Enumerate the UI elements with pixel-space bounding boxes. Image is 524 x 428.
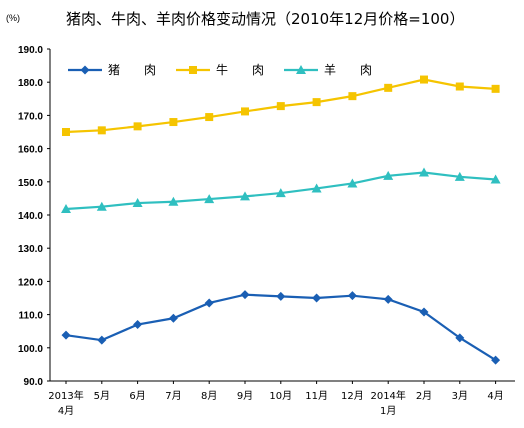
- x-tick-label: 2014年: [370, 389, 405, 402]
- legend-item: 牛 肉: [176, 62, 264, 77]
- data-point: [133, 320, 143, 330]
- y-tick-label: 120.0: [18, 277, 43, 288]
- data-point: [276, 291, 286, 301]
- data-point: [132, 198, 143, 208]
- y-tick-label: 180.0: [18, 78, 43, 89]
- data-point: [455, 333, 465, 343]
- data-point: [419, 167, 429, 177]
- data-point: [169, 118, 178, 127]
- data-point: [491, 355, 501, 365]
- data-point: [168, 196, 179, 206]
- data-point: [384, 83, 393, 92]
- y-tick-label: 140.0: [18, 211, 43, 222]
- data-point: [455, 82, 464, 91]
- data-point: [96, 201, 107, 211]
- x-tick-label: 12月: [341, 390, 364, 402]
- legend: 猪 肉牛 肉羊 肉: [68, 62, 372, 77]
- data-point: [168, 313, 178, 323]
- series-2: [61, 167, 501, 214]
- data-point: [189, 66, 197, 74]
- data-point: [240, 290, 250, 300]
- data-point: [97, 335, 107, 345]
- y-tick-label: 190.0: [18, 45, 43, 56]
- data-point: [61, 330, 71, 340]
- y-tick-label: 150.0: [18, 178, 43, 189]
- data-point: [240, 191, 250, 201]
- data-point: [312, 98, 321, 107]
- legend-label: 猪 肉: [108, 63, 156, 77]
- data-point: [347, 178, 358, 188]
- x-tick-label: 2月: [416, 390, 432, 402]
- data-point: [348, 92, 357, 101]
- data-point: [454, 171, 465, 181]
- data-point: [383, 294, 393, 304]
- legend-item: 羊 肉: [284, 62, 372, 77]
- x-tick-label: 6月: [129, 390, 145, 402]
- x-tick-label: 9月: [237, 390, 253, 402]
- plot-area: [61, 75, 501, 365]
- x-tick-label: 3月: [452, 390, 468, 402]
- series-line: [65, 293, 497, 362]
- chart-title: 猪肉、牛肉、羊肉价格变动情况（2010年12月价格=100）: [66, 10, 464, 28]
- data-point: [204, 298, 214, 308]
- data-point: [419, 307, 429, 317]
- data-point: [205, 113, 214, 122]
- data-point: [296, 65, 306, 74]
- data-point: [80, 65, 90, 75]
- data-point: [61, 204, 71, 214]
- y-tick-label: 170.0: [18, 111, 43, 122]
- data-point: [241, 107, 249, 116]
- legend-label: 羊 肉: [324, 62, 372, 77]
- legend-item: 猪 肉: [68, 63, 156, 77]
- x-tick-label: 5月: [94, 390, 110, 402]
- data-point: [204, 194, 215, 204]
- y-tick-label: 130.0: [18, 244, 43, 255]
- data-point: [312, 293, 322, 303]
- data-point: [97, 126, 106, 135]
- y-tick-label: 110.0: [19, 311, 44, 322]
- data-point: [133, 122, 142, 131]
- x-tick-label: 7月: [165, 390, 181, 402]
- series-1: [62, 75, 500, 136]
- data-point: [491, 84, 500, 93]
- data-point: [276, 102, 285, 111]
- data-point: [347, 291, 357, 301]
- x-axis: 2013年 4月 5月 6月 7月 8月 9月 10月 11月 12月 2014年 1月 2月 3月 4月: [48, 381, 504, 417]
- x-tick-label: 1月: [380, 405, 396, 417]
- x-tick-label: 8月: [201, 390, 217, 402]
- y-tick-label: 100.0: [18, 344, 43, 355]
- series-0: [61, 290, 501, 365]
- legend-label: 牛 肉: [216, 62, 264, 77]
- data-point: [62, 128, 70, 136]
- data-point: [420, 75, 428, 84]
- x-tick-label: 2013年: [48, 389, 83, 402]
- x-tick-label: 4月: [487, 390, 503, 402]
- y-tick-label: 90.0: [24, 377, 44, 388]
- y-axis: 190.0 180.0 170.0 160.0 150.0 140.0 130.0 120.0…: [18, 45, 515, 388]
- data-point: [383, 170, 394, 180]
- y-axis-unit: (%): [6, 13, 20, 23]
- data-point: [275, 188, 286, 198]
- x-tick-label: 10月: [269, 390, 292, 402]
- y-tick-label: 160.0: [18, 145, 43, 156]
- data-point: [311, 183, 322, 193]
- data-point: [490, 174, 501, 184]
- x-tick-label: 4月: [58, 405, 74, 417]
- x-tick-label: 11月: [305, 390, 328, 402]
